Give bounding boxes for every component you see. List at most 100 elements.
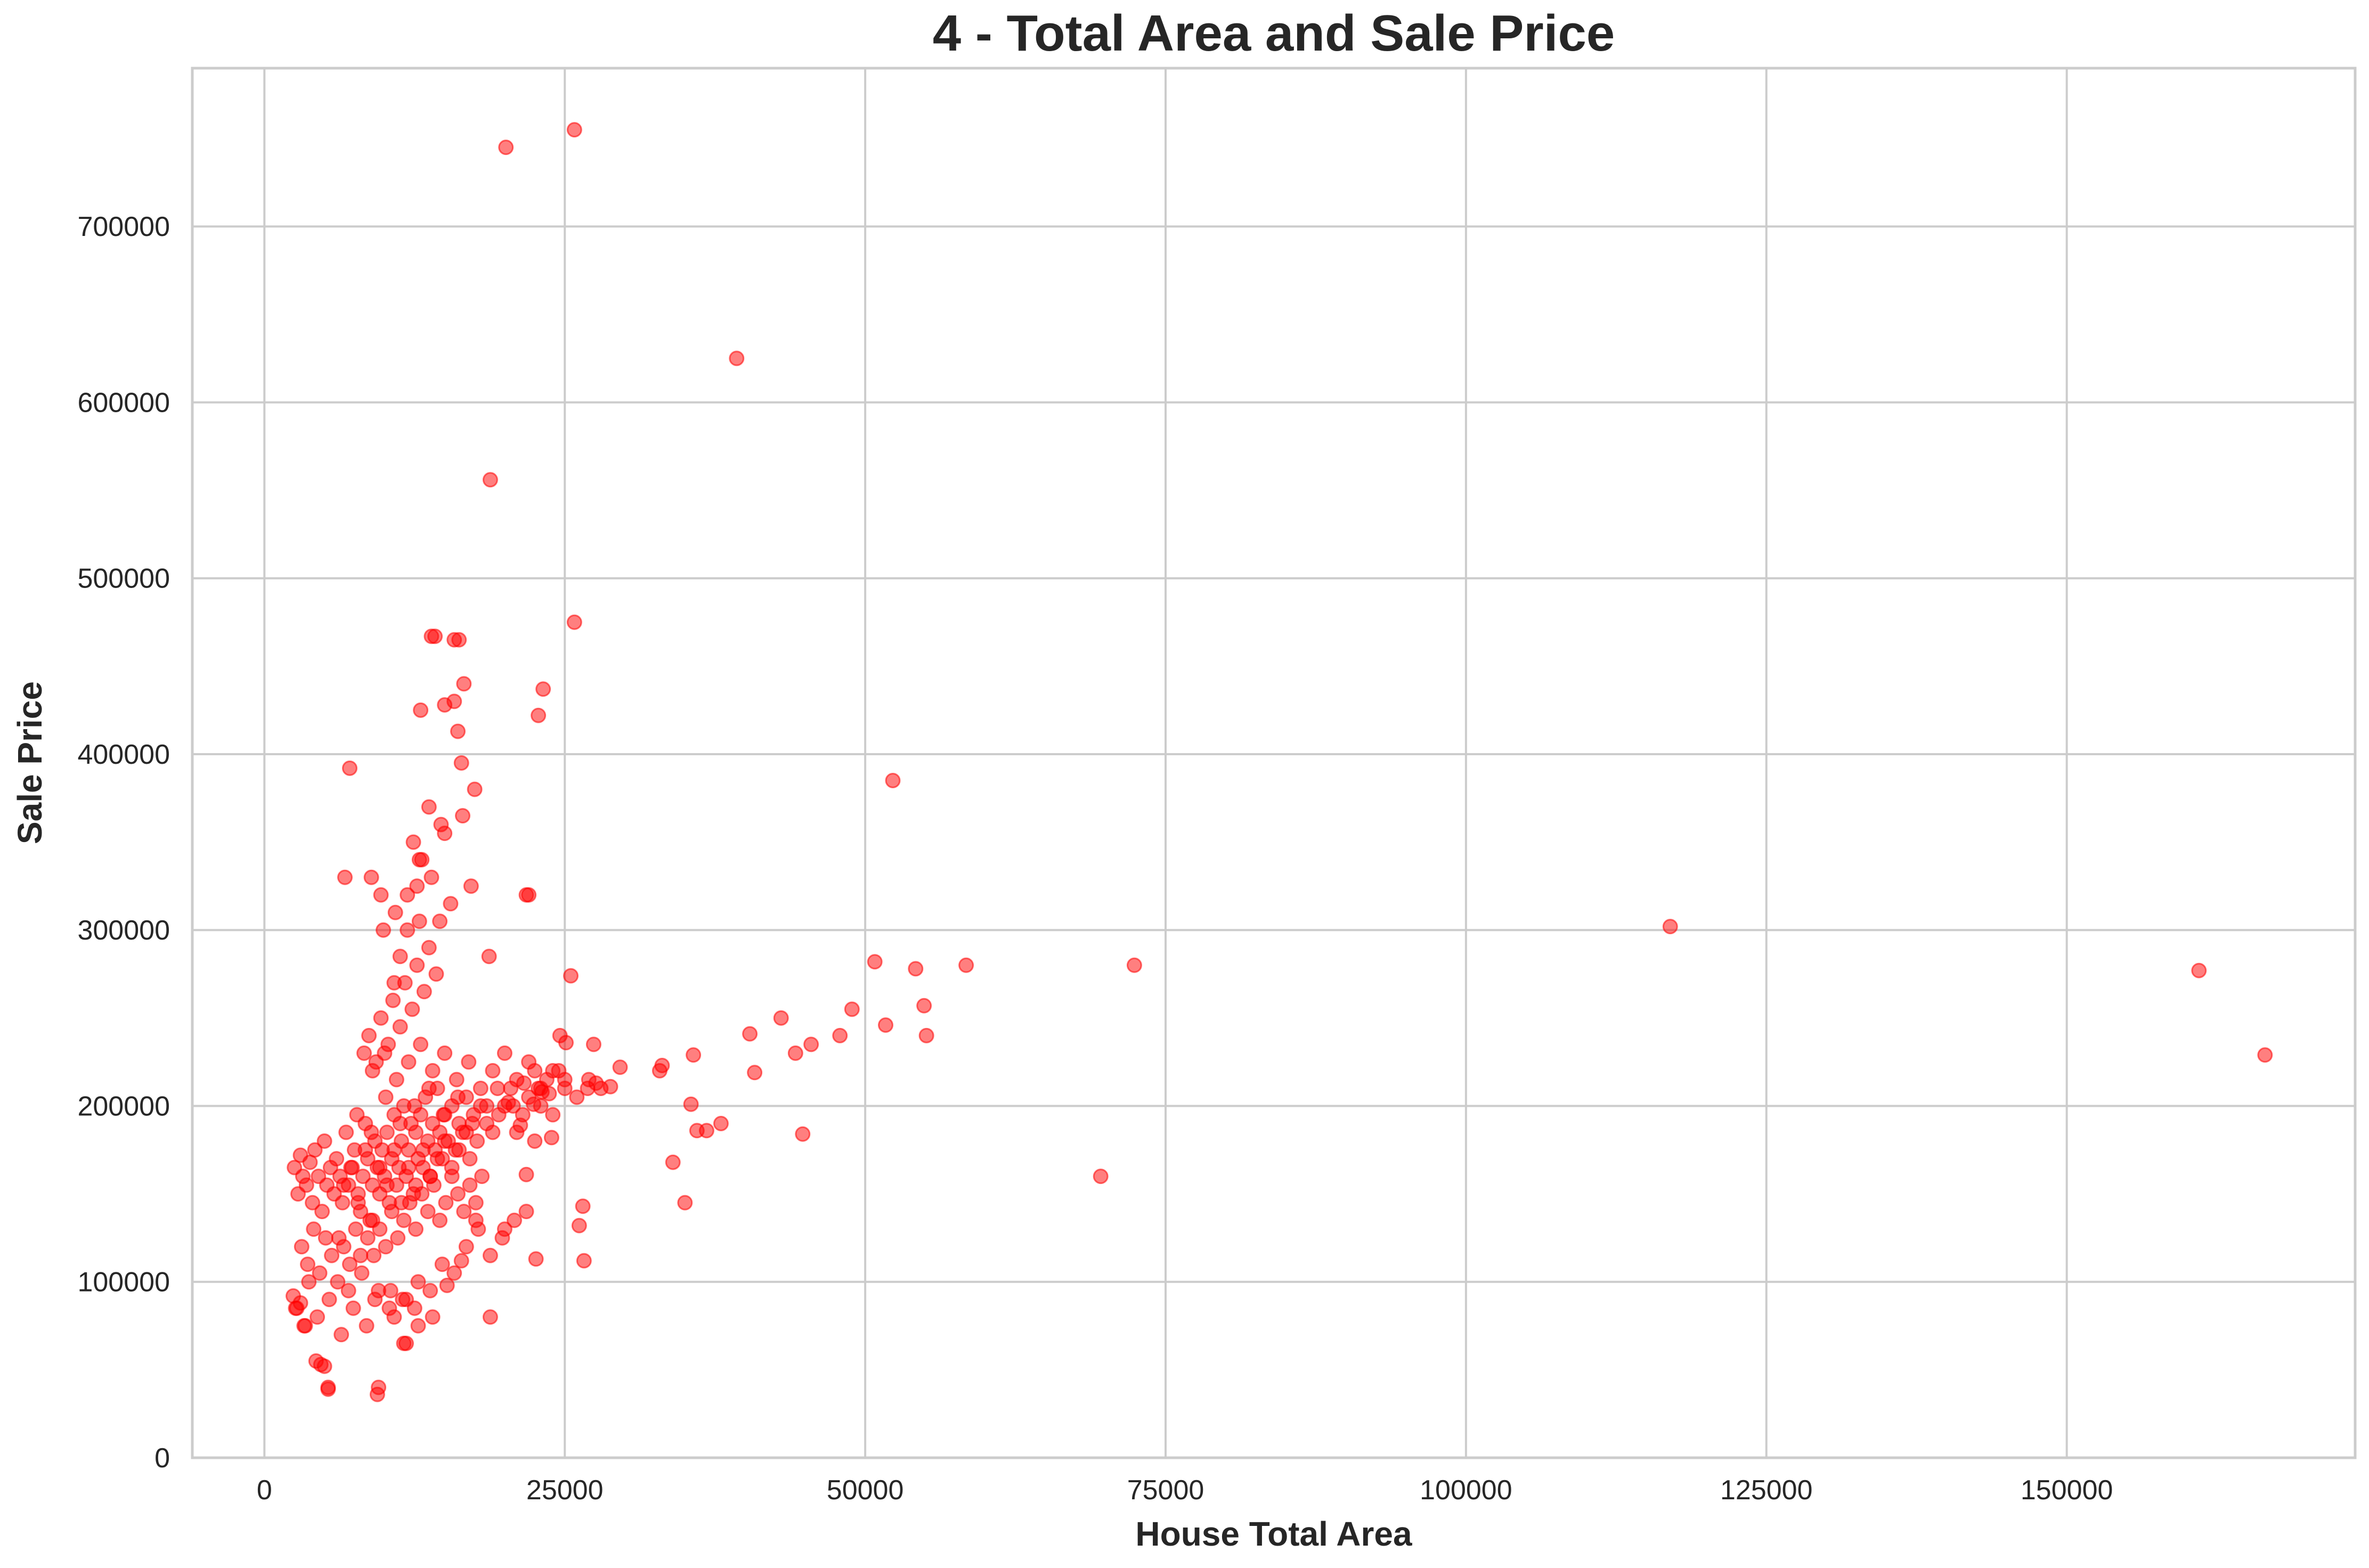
data-point — [401, 1054, 417, 1070]
data-point — [545, 1107, 561, 1123]
y-tick-labels: 0 100000 200000 300000 400000 500000 600000 700… — [77, 211, 170, 1474]
y-tick-label: 500000 — [77, 564, 170, 594]
data-point — [569, 1089, 585, 1105]
data-point — [729, 350, 745, 366]
data-point — [333, 1327, 349, 1343]
data-point — [318, 1230, 333, 1246]
data-point — [349, 1107, 365, 1123]
data-point — [424, 869, 439, 885]
data-point — [364, 1063, 380, 1079]
data-point — [361, 1027, 377, 1043]
data-point — [360, 1230, 376, 1246]
data-point — [342, 760, 357, 776]
data-point — [576, 1253, 592, 1269]
data-point — [356, 1045, 372, 1061]
data-point — [500, 1095, 516, 1110]
data-point — [434, 1256, 450, 1272]
data-point — [404, 1001, 420, 1017]
data-point — [331, 1230, 347, 1246]
data-point — [409, 878, 425, 894]
y-tick-label: 400000 — [77, 739, 170, 770]
data-point — [1126, 957, 1142, 973]
y-tick-label: 100000 — [77, 1267, 170, 1298]
data-point — [512, 1117, 528, 1133]
data-point — [2191, 962, 2207, 978]
data-point — [468, 1195, 484, 1211]
data-point — [531, 707, 547, 723]
data-point — [479, 1098, 495, 1114]
data-point — [422, 1169, 438, 1185]
data-point — [373, 887, 389, 903]
data-point — [698, 1123, 714, 1139]
grid — [192, 68, 2355, 1459]
data-point — [773, 1010, 789, 1026]
data-point — [421, 1081, 437, 1096]
data-point — [310, 1309, 325, 1325]
data-point — [413, 1036, 429, 1052]
data-point — [392, 1019, 408, 1035]
data-point — [450, 1186, 466, 1202]
data-point — [462, 1177, 478, 1193]
x-tick-labels: 0 25000 50000 75000 100000 125000 150000 — [257, 1475, 2113, 1506]
data-point — [795, 1126, 811, 1142]
plot-frame — [191, 67, 2357, 1459]
data-point — [316, 1133, 332, 1149]
data-point — [398, 1292, 414, 1308]
data-point — [516, 1075, 532, 1091]
y-tick-label: 600000 — [77, 387, 170, 418]
data-point — [410, 1318, 426, 1334]
data-point — [535, 681, 551, 697]
data-point — [392, 949, 408, 965]
data-point — [357, 1142, 373, 1158]
data-point — [364, 1212, 380, 1228]
data-point — [446, 693, 462, 709]
data-point — [312, 1265, 328, 1281]
data-point — [300, 1256, 315, 1272]
data-point — [451, 1142, 467, 1158]
data-point — [422, 1283, 438, 1298]
data-point — [496, 1045, 512, 1061]
data-point — [366, 1247, 382, 1263]
data-point — [400, 887, 416, 903]
data-point — [367, 1292, 383, 1308]
x-tick-label: 125000 — [1720, 1475, 1813, 1506]
data-point — [350, 1195, 366, 1211]
data-point — [566, 614, 582, 630]
data-point — [424, 628, 439, 644]
data-point — [408, 1221, 424, 1237]
x-axis-label: House Total Area — [1135, 1515, 1412, 1553]
data-point — [958, 957, 974, 973]
data-point — [485, 1063, 501, 1079]
data-point — [363, 1124, 379, 1140]
data-point — [437, 1133, 453, 1149]
data-point — [377, 1045, 393, 1061]
data-point — [387, 904, 403, 920]
data-point — [406, 1098, 422, 1114]
data-point — [482, 1309, 498, 1325]
data-point — [467, 781, 483, 797]
data-point — [408, 1177, 424, 1193]
data-point — [305, 1195, 321, 1211]
data-point — [381, 1300, 397, 1316]
data-point — [386, 1142, 402, 1158]
data-point — [444, 1159, 460, 1175]
data-point — [405, 834, 421, 850]
data-point — [307, 1142, 323, 1158]
data-point — [603, 1079, 618, 1095]
data-point — [455, 808, 470, 824]
data-point — [498, 140, 514, 156]
data-point — [378, 1239, 394, 1255]
data-point — [450, 1089, 466, 1105]
data-point — [398, 1335, 414, 1351]
data-point — [292, 1295, 308, 1311]
data-point — [371, 1379, 387, 1395]
data-point — [410, 1274, 426, 1290]
data-point — [330, 1274, 346, 1290]
data-point — [392, 1116, 408, 1131]
data-point — [463, 878, 479, 894]
data-point — [474, 1169, 490, 1185]
data-point — [378, 1089, 394, 1105]
data-points — [286, 122, 2273, 1402]
data-point — [429, 1151, 445, 1167]
